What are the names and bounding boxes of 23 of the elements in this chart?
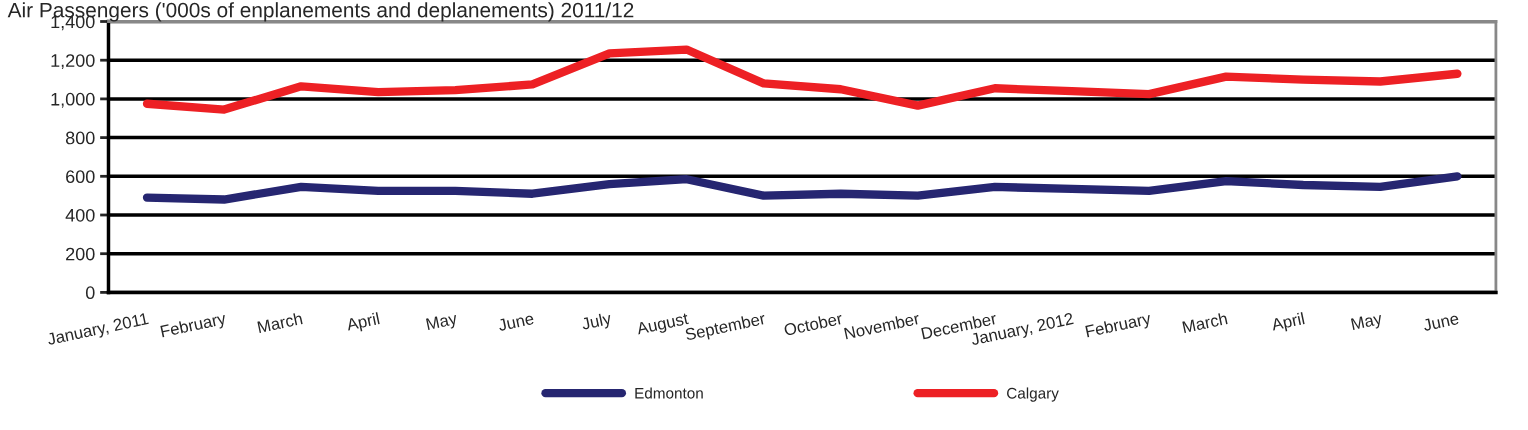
- x-tick-label: March: [257, 312, 303, 334]
- y-tick-label: 400: [65, 208, 95, 222]
- y-tick-label: 1,200: [51, 54, 95, 70]
- x-tick-label: November: [843, 311, 921, 340]
- x-tick-label: March: [1182, 312, 1228, 334]
- x-tick-label: February: [160, 311, 228, 341]
- x-tick-label: May: [426, 312, 459, 334]
- y-tick-label: 0: [85, 286, 95, 300]
- x-tick-label: July: [580, 311, 613, 334]
- x-tick-label: February: [1085, 311, 1153, 341]
- y-tick-label: 200: [66, 247, 95, 261]
- x-tick-label: May: [1350, 312, 1384, 334]
- x-tick-label: April: [1270, 312, 1306, 334]
- x-tick-label: October: [783, 311, 844, 336]
- x-tick-label: April: [345, 312, 381, 334]
- x-tick-label: January, 2011: [46, 312, 150, 349]
- legend-label: Edmonton: [635, 387, 703, 399]
- legend-label: Calgary: [1007, 387, 1059, 402]
- x-tick-label: June: [497, 312, 535, 332]
- y-tick-label: 1,000: [51, 92, 95, 108]
- y-tick-label: 800: [65, 131, 95, 145]
- x-tick-label: June: [1422, 312, 1460, 332]
- y-tick-label: 600: [66, 170, 95, 184]
